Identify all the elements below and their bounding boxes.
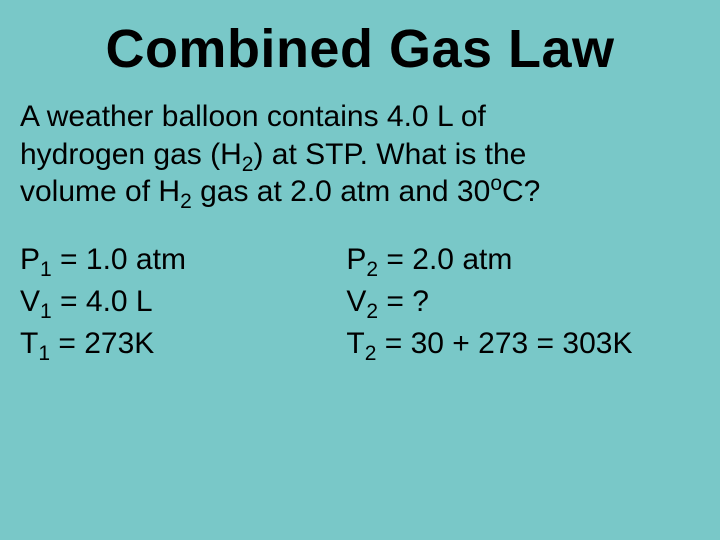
t2-post: = 30 + 273 = 303K bbox=[376, 327, 632, 360]
problem-line2-pre: hydrogen gas (H bbox=[20, 138, 242, 171]
v1-row: V1 = 4.0 L bbox=[20, 281, 346, 323]
v2-post: = ? bbox=[378, 285, 429, 318]
t1-pre: T bbox=[20, 327, 38, 360]
superscript-degree: o bbox=[490, 172, 502, 195]
v1-pre: V bbox=[20, 285, 40, 318]
t2-row: T2 = 30 + 273 = 303K bbox=[346, 323, 700, 365]
p2-row: P2 = 2.0 atm bbox=[346, 239, 700, 281]
v1-sub: 1 bbox=[40, 300, 52, 323]
final-conditions: P2 = 2.0 atm V2 = ? T2 = 30 + 273 = 303K bbox=[346, 239, 700, 365]
t1-post: = 273K bbox=[50, 327, 154, 360]
p2-sub: 2 bbox=[366, 258, 378, 281]
initial-conditions: P1 = 1.0 atm V1 = 4.0 L T1 = 273K bbox=[20, 239, 346, 365]
p1-post: = 1.0 atm bbox=[52, 243, 186, 276]
subscript-h2-a: 2 bbox=[242, 153, 254, 176]
problem-line3-pre: volume of H bbox=[20, 175, 180, 208]
values-columns: P1 = 1.0 atm V1 = 4.0 L T1 = 273K P2 = 2… bbox=[20, 239, 700, 365]
v2-sub: 2 bbox=[366, 300, 378, 323]
t2-pre: T bbox=[346, 327, 364, 360]
v2-row: V2 = ? bbox=[346, 281, 700, 323]
problem-line1: A weather balloon contains 4.0 L of bbox=[20, 100, 486, 133]
problem-line3-post: C? bbox=[502, 175, 540, 208]
problem-line2-post: ) at STP. What is the bbox=[253, 138, 526, 171]
p1-row: P1 = 1.0 atm bbox=[20, 239, 346, 281]
p1-sub: 1 bbox=[40, 258, 52, 281]
t1-sub: 1 bbox=[38, 342, 50, 365]
p1-pre: P bbox=[20, 243, 40, 276]
problem-statement: A weather balloon contains 4.0 L of hydr… bbox=[20, 98, 700, 211]
p2-pre: P bbox=[346, 243, 366, 276]
subscript-h2-b: 2 bbox=[180, 190, 192, 213]
v2-pre: V bbox=[346, 285, 366, 318]
slide: Combined Gas Law A weather balloon conta… bbox=[0, 0, 720, 540]
problem-line3-mid: gas at 2.0 atm and 30 bbox=[192, 175, 491, 208]
t2-sub: 2 bbox=[365, 342, 377, 365]
p2-post: = 2.0 atm bbox=[378, 243, 512, 276]
t1-row: T1 = 273K bbox=[20, 323, 346, 365]
slide-title: Combined Gas Law bbox=[20, 18, 700, 80]
v1-post: = 4.0 L bbox=[52, 285, 153, 318]
